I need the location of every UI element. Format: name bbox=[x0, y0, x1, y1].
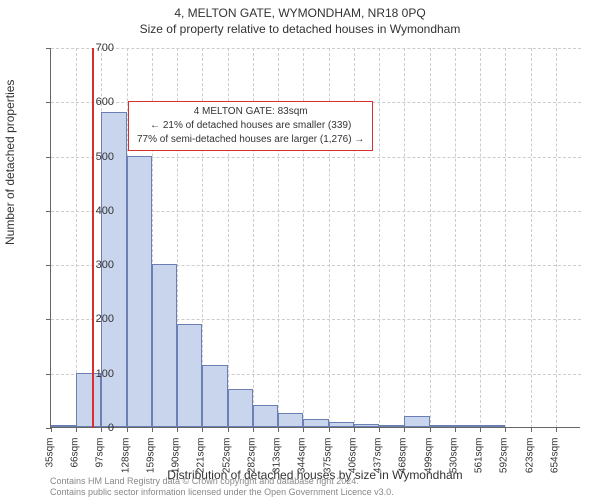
histogram-bar bbox=[379, 425, 404, 427]
y-tick bbox=[46, 157, 51, 158]
x-tick-label: 221sqm bbox=[196, 438, 207, 488]
grid-line-v bbox=[556, 48, 557, 428]
histogram-bar bbox=[404, 416, 429, 427]
histogram-bar bbox=[303, 419, 328, 427]
y-tick-label: 600 bbox=[74, 96, 114, 108]
grid-line-v bbox=[404, 48, 405, 428]
x-tick-label: 437sqm bbox=[373, 438, 384, 488]
x-tick bbox=[455, 427, 456, 432]
x-tick-label: 406sqm bbox=[347, 438, 358, 488]
x-tick-label: 97sqm bbox=[95, 438, 106, 488]
y-tick bbox=[46, 48, 51, 49]
x-tick bbox=[404, 427, 405, 432]
x-tick bbox=[329, 427, 330, 432]
y-tick-label: 700 bbox=[74, 42, 114, 54]
y-tick bbox=[46, 265, 51, 266]
x-tick bbox=[354, 427, 355, 432]
x-tick-label: 468sqm bbox=[398, 438, 409, 488]
chart-plot-area: 4 MELTON GATE: 83sqm ← 21% of detached h… bbox=[50, 48, 580, 428]
y-tick-label: 100 bbox=[74, 368, 114, 380]
grid-line-v bbox=[455, 48, 456, 428]
grid-line-v bbox=[480, 48, 481, 428]
histogram-bar bbox=[455, 425, 480, 427]
histogram-bar bbox=[430, 425, 455, 427]
y-tick bbox=[46, 374, 51, 375]
x-tick-label: 561sqm bbox=[474, 438, 485, 488]
chart-container: { "title_main": "4, MELTON GATE, WYMONDH… bbox=[0, 0, 600, 500]
histogram-bar bbox=[202, 365, 227, 427]
x-tick bbox=[228, 427, 229, 432]
x-tick bbox=[51, 427, 52, 432]
x-tick-label: 252sqm bbox=[221, 438, 232, 488]
info-box: 4 MELTON GATE: 83sqm ← 21% of detached h… bbox=[128, 101, 373, 151]
x-tick-label: 159sqm bbox=[145, 438, 156, 488]
x-tick-label: 530sqm bbox=[448, 438, 459, 488]
y-tick bbox=[46, 102, 51, 103]
x-tick bbox=[177, 427, 178, 432]
x-tick bbox=[505, 427, 506, 432]
y-tick-label: 300 bbox=[74, 259, 114, 271]
grid-line-v bbox=[531, 48, 532, 428]
info-line-1: 4 MELTON GATE: 83sqm bbox=[137, 105, 364, 119]
grid-line-v bbox=[505, 48, 506, 428]
x-tick-label: 499sqm bbox=[423, 438, 434, 488]
y-axis-label: Number of detached properties bbox=[3, 80, 17, 245]
x-tick bbox=[379, 427, 380, 432]
x-tick-label: 190sqm bbox=[171, 438, 182, 488]
histogram-bar bbox=[76, 373, 101, 427]
x-tick-label: 66sqm bbox=[70, 438, 81, 488]
histogram-bar bbox=[354, 424, 379, 427]
x-tick bbox=[556, 427, 557, 432]
x-tick bbox=[480, 427, 481, 432]
x-tick-label: 375sqm bbox=[322, 438, 333, 488]
x-tick-label: 654sqm bbox=[549, 438, 560, 488]
histogram-bar bbox=[127, 156, 152, 427]
histogram-bar bbox=[177, 324, 202, 427]
y-tick-label: 400 bbox=[74, 205, 114, 217]
x-tick-label: 35sqm bbox=[45, 438, 56, 488]
grid-line-h bbox=[51, 48, 581, 49]
histogram-bar bbox=[152, 264, 177, 427]
chart-title-main: 4, MELTON GATE, WYMONDHAM, NR18 0PQ bbox=[0, 0, 600, 20]
x-tick bbox=[430, 427, 431, 432]
x-tick-label: 282sqm bbox=[246, 438, 257, 488]
info-line-2: ← 21% of detached houses are smaller (33… bbox=[137, 119, 364, 133]
x-tick-label: 623sqm bbox=[524, 438, 535, 488]
x-tick-label: 313sqm bbox=[272, 438, 283, 488]
x-tick-label: 128sqm bbox=[120, 438, 131, 488]
histogram-bar bbox=[329, 422, 354, 427]
y-tick-label: 0 bbox=[74, 422, 114, 434]
chart-title-sub: Size of property relative to detached ho… bbox=[0, 20, 600, 36]
footer-line-2: Contains public sector information licen… bbox=[50, 487, 394, 498]
grid-line-v bbox=[379, 48, 380, 428]
histogram-bar bbox=[228, 389, 253, 427]
x-tick-label: 592sqm bbox=[499, 438, 510, 488]
x-tick bbox=[202, 427, 203, 432]
x-tick-label: 344sqm bbox=[297, 438, 308, 488]
histogram-bar bbox=[278, 413, 303, 427]
x-tick bbox=[531, 427, 532, 432]
y-tick-label: 200 bbox=[74, 313, 114, 325]
x-tick bbox=[278, 427, 279, 432]
info-line-3: 77% of semi-detached houses are larger (… bbox=[137, 133, 364, 147]
histogram-bar bbox=[51, 425, 76, 427]
grid-line-v bbox=[430, 48, 431, 428]
y-tick bbox=[46, 319, 51, 320]
x-tick bbox=[253, 427, 254, 432]
x-tick bbox=[303, 427, 304, 432]
y-tick bbox=[46, 211, 51, 212]
histogram-bar bbox=[253, 405, 278, 427]
y-tick-label: 500 bbox=[74, 151, 114, 163]
histogram-bar bbox=[480, 425, 505, 427]
x-tick bbox=[127, 427, 128, 432]
x-tick bbox=[152, 427, 153, 432]
